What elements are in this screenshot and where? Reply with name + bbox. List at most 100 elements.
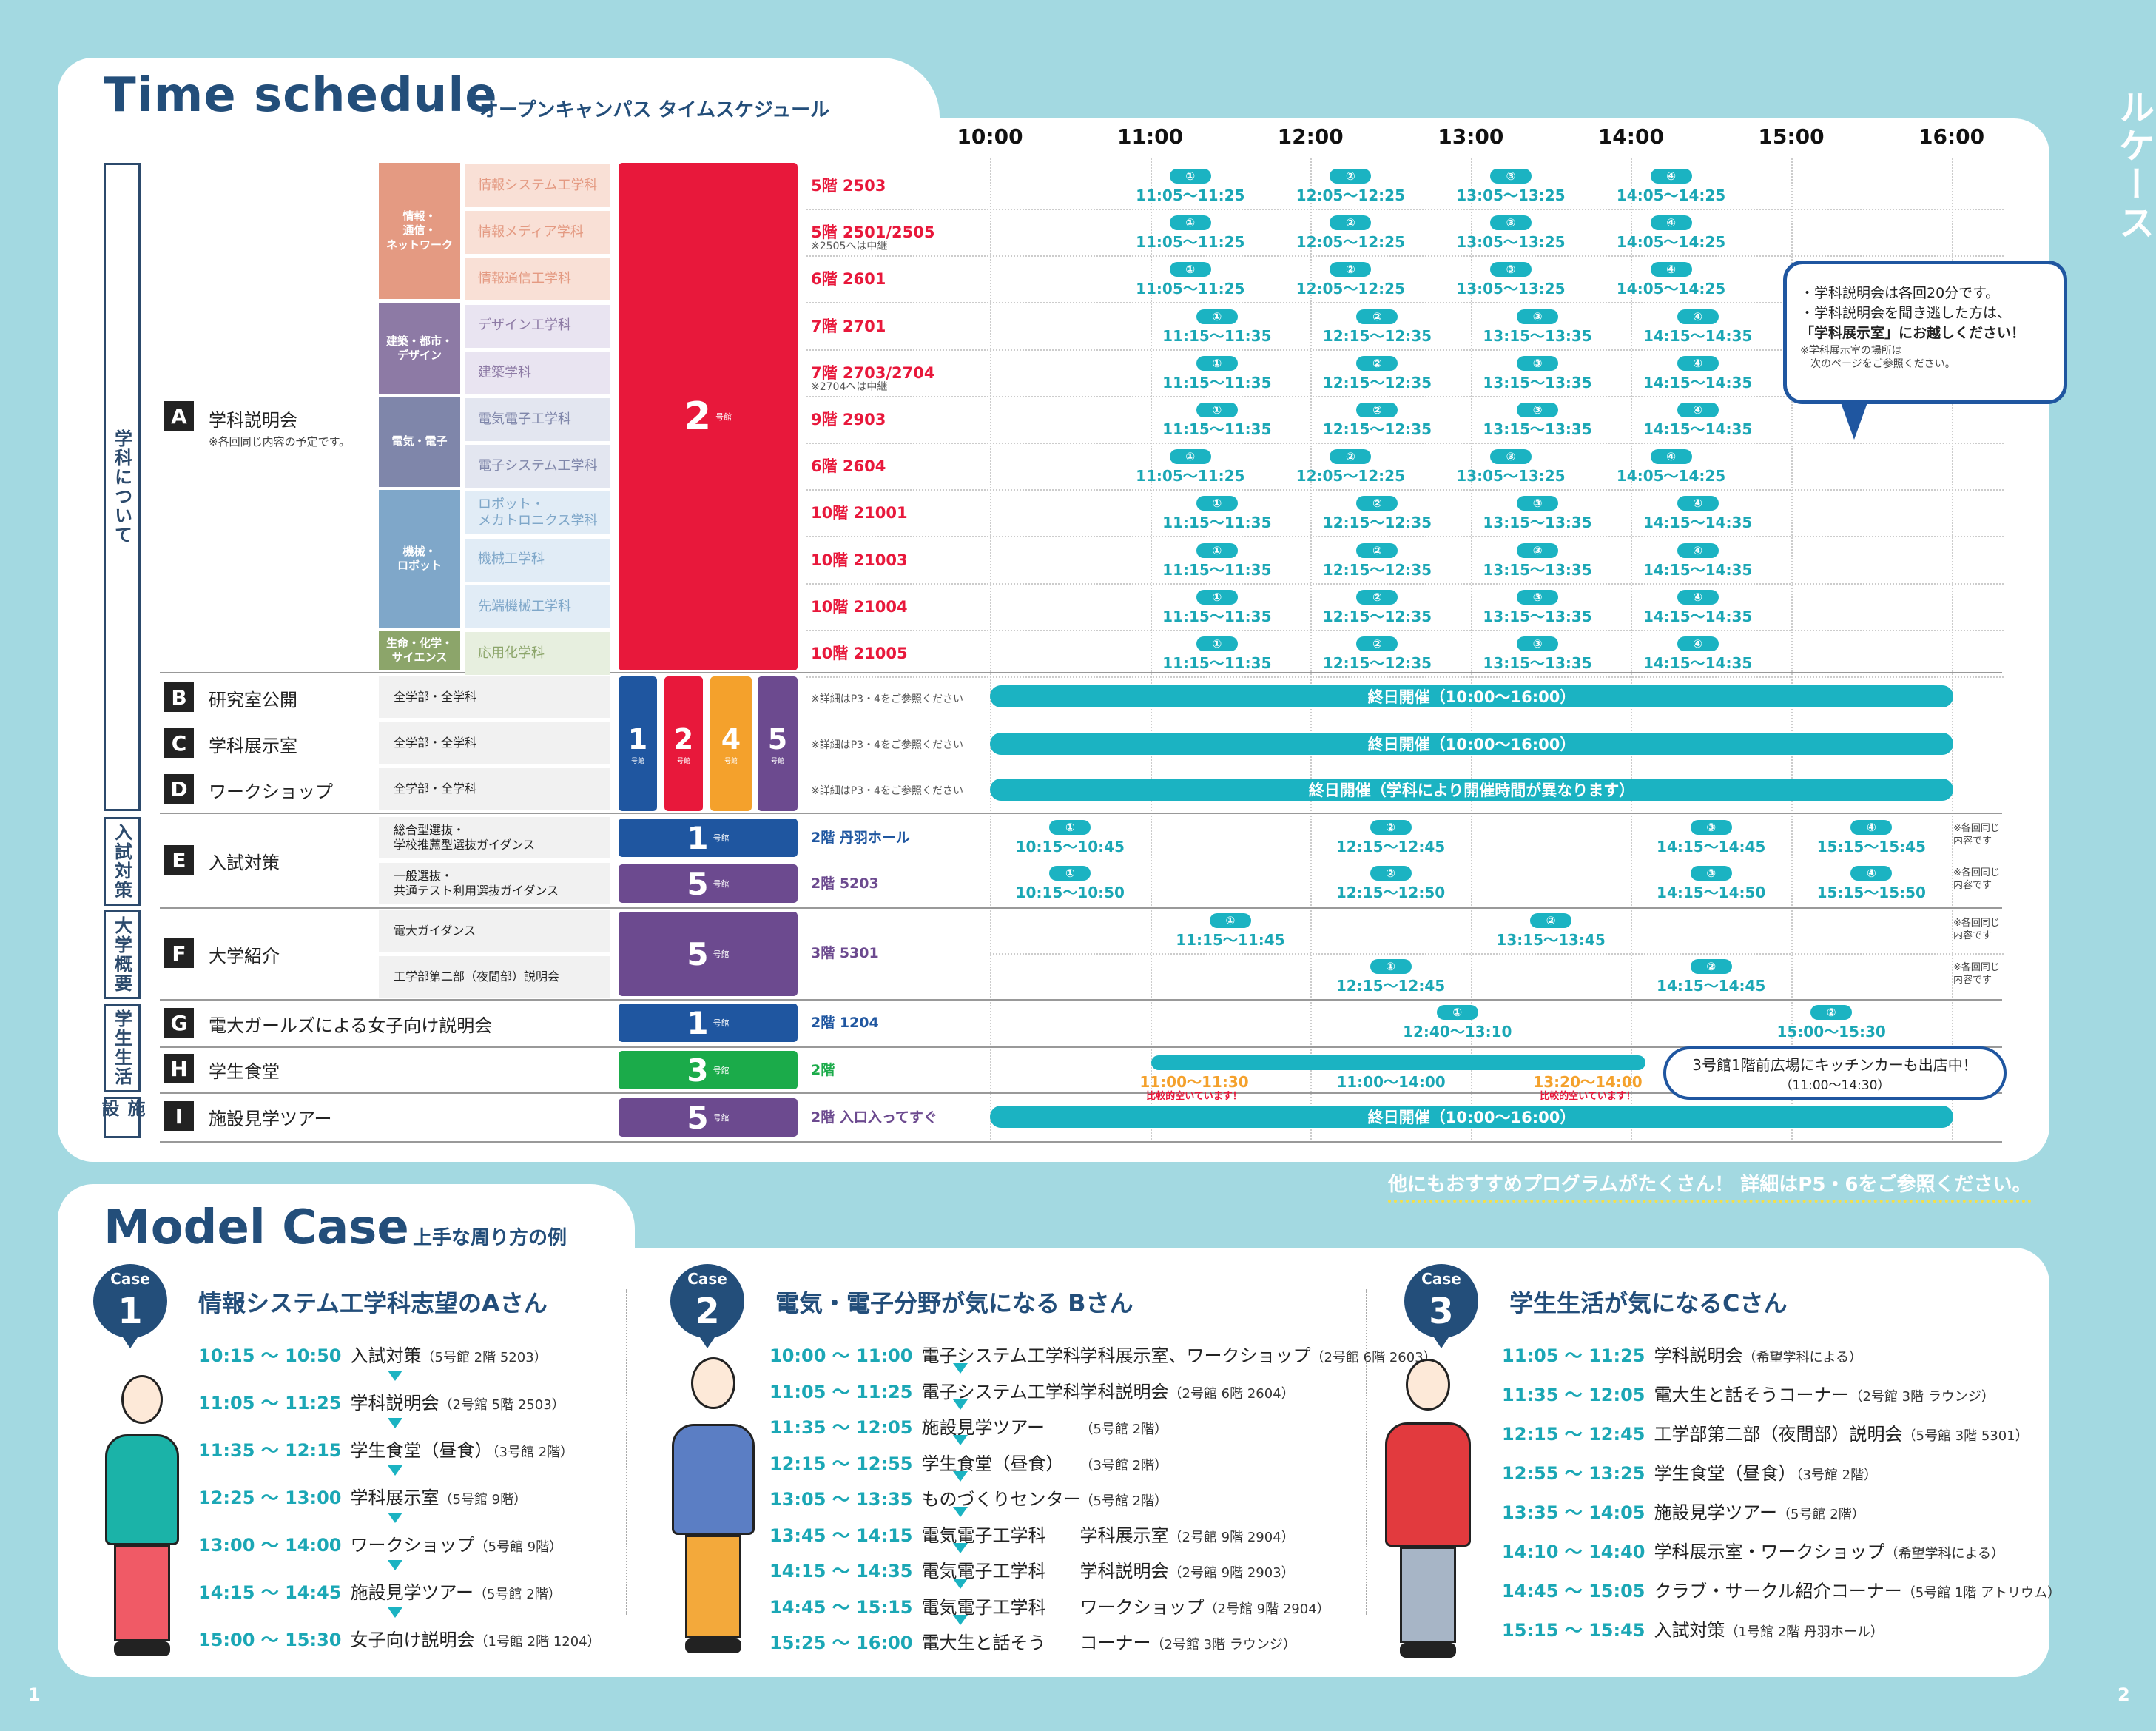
case-location: （5号館 2階） <box>474 1587 562 1602</box>
row-divider <box>160 1046 2002 1048</box>
building-2-badge: 2 号館 <box>664 676 703 811</box>
briefing-slot-time: 14:15〜14:35 <box>1643 420 1753 438</box>
footer-note: 他にもおすすめプログラムがたくさん！ 詳細はP5・6をご参照ください。 <box>1388 1169 2032 1203</box>
room-label: 6階 2601 <box>811 271 886 288</box>
dept-label: 電気電子工学科 <box>465 398 610 441</box>
event-letter-a: A <box>164 401 194 431</box>
event-name-h: 学生食堂 <box>209 1061 280 1082</box>
info-callout: ・学科説明会は各回20分です。 ・学科説明会を聞き逃した方は、 「学科展示室」に… <box>1783 261 2067 404</box>
girls-slot-time: 12:40〜13:10 <box>1403 1023 1512 1041</box>
hour-gridline <box>1631 158 1633 1143</box>
dept-label: 情報メディア学科 <box>465 211 610 255</box>
case-schedule-row: 11:05 ～ 11:25 学科説明会（2号館 5階 2503） <box>198 1388 565 1414</box>
event-name-f: 大学紹介 <box>209 946 280 967</box>
dept-label: 情報通信工学科 <box>465 258 610 301</box>
case-activity: 電気電子工学科 <box>921 1525 1046 1546</box>
building-4-badge: 4 号館 <box>710 676 752 811</box>
e-room-1: 2階 丹羽ホール <box>811 830 910 846</box>
case-badge: Case 3 <box>1404 1264 1478 1338</box>
down-arrow-icon <box>388 1512 402 1523</box>
briefing-slot-time: 11:15〜11:35 <box>1162 560 1272 579</box>
room-label: 5階 2503 <box>811 177 886 195</box>
dept-label: 応用化学科 <box>465 632 610 675</box>
group-arch: 建築・都市・ デザイン <box>379 303 460 394</box>
case-time: 13:35 ～ 14:05 <box>1502 1502 1645 1523</box>
briefing-slot-number: ① <box>1196 496 1238 511</box>
briefing-slot-number: ④ <box>1650 169 1692 184</box>
guidance-slot-time: 13:15〜13:45 <box>1496 931 1606 949</box>
hour-label: 15:00 <box>1758 124 1825 149</box>
case-time: 11:05 ～ 11:25 <box>769 1381 913 1402</box>
admission-slot-number: ② <box>1370 866 1412 881</box>
case-badge-tail <box>1432 1335 1450 1348</box>
room-label: 7階 2703/2704 ※2704へは中継 <box>811 364 935 393</box>
room-label: 6階 2604 <box>811 458 886 475</box>
row-divider <box>160 1092 2002 1094</box>
case-number: 2 <box>695 1291 720 1332</box>
event-name-g: 電大ガールズによる女子向け説明会 <box>209 1015 493 1036</box>
case-schedule-row: 13:00 ～ 14:00 ワークショップ（5号館 9階） <box>198 1530 562 1556</box>
dept-label: 先端機械工学科 <box>465 585 610 628</box>
admission-slot-number: ③ <box>1690 820 1732 835</box>
row-gridline <box>806 489 2004 491</box>
girls-slot-number: ② <box>1810 1005 1853 1020</box>
person-b-illustration <box>669 1357 758 1653</box>
case-divider <box>1366 1289 1367 1615</box>
row-divider <box>160 1141 2002 1143</box>
case-time: 12:25 ～ 13:00 <box>198 1488 342 1508</box>
all-dept-c: 全学部・全学科 <box>379 722 610 764</box>
admission-slot-time: 12:15〜12:50 <box>1335 884 1446 901</box>
admission-slot-time: 15:15〜15:45 <box>1816 838 1926 856</box>
down-arrow-icon <box>388 1559 402 1570</box>
ref-note-c: ※詳細はP3・4をご参照ください <box>811 739 963 751</box>
room-label: 5階 2501/2505 ※2505へは中継 <box>811 224 935 253</box>
room-number: 10階 21001 <box>811 504 908 522</box>
event-letter-g: G <box>164 1008 194 1038</box>
briefing-slot-number: ② <box>1356 403 1398 417</box>
callout-line-3: 「学科展示室」にお越しください！ <box>1800 325 2026 341</box>
case-schedule-row: 11:35 ～ 12:15 学生食堂（昼食）（3号館 2階） <box>198 1436 573 1462</box>
case-activity: クラブ・サークル紹介コーナー <box>1654 1581 1902 1601</box>
case-time: 13:45 ～ 14:15 <box>769 1525 913 1546</box>
briefing-slot-number: ① <box>1169 169 1211 184</box>
case-label: Case <box>1421 1270 1461 1288</box>
admission-slot-number: ① <box>1049 820 1091 835</box>
f-subrow-line <box>990 953 2004 955</box>
case-schedule-row: 14:10 ～ 14:40 学科展示室・ワークショップ（希望学科による） <box>1502 1537 2004 1563</box>
event-letter-b: B <box>164 682 194 712</box>
case-activity: 施設見学ツアー <box>1654 1502 1778 1523</box>
row-gridline <box>806 629 2004 631</box>
briefing-slot-number: ④ <box>1650 215 1692 231</box>
row-divider <box>160 907 2002 909</box>
briefing-slot-time: 12:15〜12:35 <box>1322 607 1432 625</box>
briefing-slot-time: 13:15〜13:35 <box>1483 420 1592 438</box>
briefing-slot-number: ② <box>1330 215 1372 231</box>
briefing-slot-time: 12:05〜12:25 <box>1296 467 1406 485</box>
kitchen-car-text: 3号館1階前広場にキッチンカーも出店中！ <box>1692 1056 1978 1074</box>
briefing-slot-time: 14:15〜14:35 <box>1643 373 1753 391</box>
briefing-slot-number: ④ <box>1677 403 1719 417</box>
case-activity: 電気電子工学科 <box>921 1561 1046 1582</box>
event-letter-e: E <box>164 845 194 875</box>
briefing-slot-number: ① <box>1169 449 1211 465</box>
building-1-badge: 1 号館 <box>619 676 657 811</box>
briefing-slot-time: 13:05〜13:25 <box>1456 186 1566 204</box>
case-schedule-row: 15:25 ～ 16:00 電大生と話そう コーナー（2号館 3階 ラウンジ） <box>769 1628 1296 1654</box>
briefing-slot-time: 12:15〜12:35 <box>1322 326 1432 345</box>
page-number-left: 1 <box>28 1684 41 1705</box>
group-mech: 機械・ ロボット <box>379 490 460 628</box>
admission-slot-time: 14:15〜14:45 <box>1657 838 1766 856</box>
admission-slot-number: ③ <box>1690 866 1732 881</box>
case-location: （5号館 2階） <box>1079 1493 1168 1509</box>
room-number: 6階 2604 <box>811 457 886 476</box>
case-location: （2号館 9階 2904） <box>1204 1601 1330 1617</box>
case-activity: 女子向け説明会 <box>350 1630 475 1650</box>
case-title: 情報システム工学科志望のAさん <box>198 1289 548 1317</box>
briefing-slot-number: ③ <box>1489 169 1532 184</box>
case-location: （5号館 1階 アトリウム） <box>1901 1585 2061 1601</box>
briefing-slot-number: ② <box>1356 309 1398 324</box>
room-label: 7階 2701 <box>811 317 886 335</box>
allday-bar-i: 終日開催（10:00〜16:00） <box>990 1106 1953 1128</box>
admission-slot-number: ④ <box>1850 820 1893 835</box>
h-time-3: 13:20〜14:00 <box>1533 1073 1643 1091</box>
